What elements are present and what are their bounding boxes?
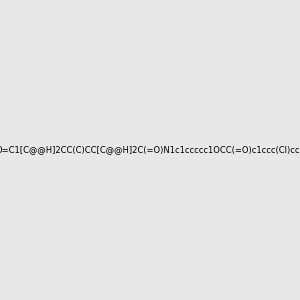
Text: O=C1[C@@H]2CC(C)CC[C@@H]2C(=O)N1c1ccccc1OCC(=O)c1ccc(Cl)cc1: O=C1[C@@H]2CC(C)CC[C@@H]2C(=O)N1c1ccccc1… — [0, 146, 300, 154]
